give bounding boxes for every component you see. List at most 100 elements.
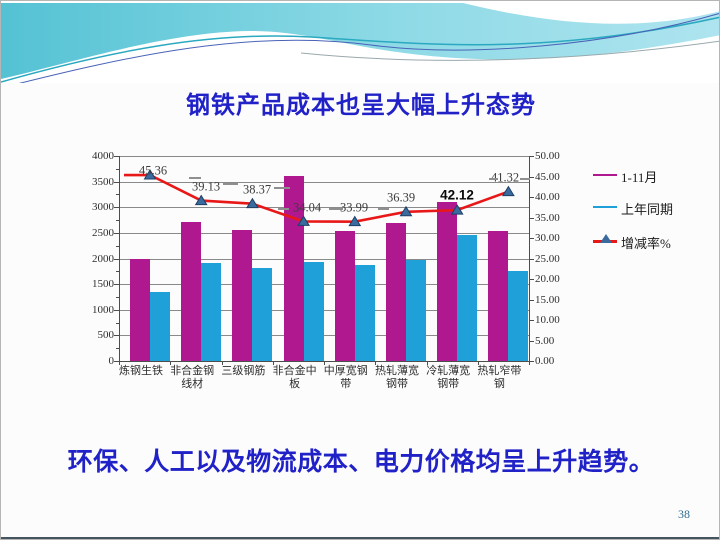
bar-current-period: [181, 222, 202, 361]
label-leader-dash: [489, 178, 498, 180]
bottom-caption: 环保、人工以及物流成本、电力价格均呈上升趋势。: [67, 448, 655, 476]
right-axis-tick-label: 10.00: [535, 314, 560, 326]
right-axis-tick: [529, 361, 534, 362]
right-axis-tick-label: 30.00: [535, 232, 560, 244]
right-axis-tick: [529, 238, 534, 239]
bar-current-period: [283, 175, 304, 361]
left-axis-tick: [114, 361, 119, 362]
triangle-marker: [502, 185, 515, 197]
left-axis-tick-label: 1500: [92, 278, 114, 291]
left-axis-tick: [114, 284, 119, 286]
left-axis-tick: [114, 309, 119, 311]
bar-previous-year: [406, 260, 426, 361]
right-axis-tick-label: 5.00: [535, 334, 555, 347]
right-axis-tick: [529, 176, 534, 178]
label-leader-dash: [189, 177, 201, 179]
right-axis-tick: [529, 258, 534, 260]
x-axis-tick: [324, 361, 325, 365]
bar-current-period: [386, 223, 406, 361]
left-axis-tick: [114, 232, 119, 234]
x-axis-tick: [529, 361, 530, 365]
left-axis-tick-label: 0: [108, 355, 115, 367]
bar-previous-year: [252, 268, 273, 361]
bar-current-period: [130, 258, 150, 361]
chart-gridline: [119, 232, 529, 234]
category-label: 中厚宽钢带: [323, 365, 368, 390]
x-axis-tick: [375, 361, 377, 365]
left-axis-tick-label: 2000: [92, 252, 114, 265]
label-leader-dash: [274, 187, 290, 189]
left-axis-tick: [116, 194, 119, 196]
chart-legend: 1-11月上年同期增减率%: [593, 161, 703, 261]
category-label: 炼钢生铁: [119, 365, 163, 377]
left-axis-tick-label: 3500: [92, 175, 114, 188]
left-axis-tick: [114, 335, 119, 337]
left-axis-tick-label: 2500: [92, 226, 114, 239]
left-axis-tick: [116, 322, 119, 324]
rate-data-label: 36.39: [386, 190, 416, 205]
label-leader-dash: [278, 208, 289, 210]
header-wave-decoration: [1, 1, 719, 83]
rate-data-label: 34.04: [292, 200, 322, 215]
bar-current-period: [334, 231, 355, 361]
right-axis-tick: [529, 299, 534, 301]
bar-previous-year: [201, 262, 222, 361]
category-label: 热轧窄带钢: [477, 365, 522, 390]
chart-gridline: [119, 284, 529, 286]
legend-label: 1-11月: [621, 170, 658, 185]
rate-line-series: [124, 169, 515, 227]
right-axis-tick-label: 50.00: [535, 150, 560, 162]
label-leader-dash: [223, 183, 238, 185]
bar-previous-year: [354, 265, 375, 361]
left-axis-tick: [116, 296, 119, 298]
chart-gridline: [119, 335, 529, 337]
cost-chart: 4000 3500 3000 2500 2000 1500 1000 500 0 50.00 45.…: [1, 131, 719, 411]
left-axis-line: [119, 156, 120, 361]
left-axis-tick: [116, 245, 119, 247]
bar-previous-year: [150, 291, 170, 361]
page-number: 38: [678, 507, 690, 521]
rate-data-label: 41.32: [490, 170, 520, 185]
x-axis-tick: [221, 361, 223, 365]
rate-data-label: 33.99: [339, 200, 369, 215]
right-axis-tick-label: 25.00: [535, 252, 560, 265]
bar-previous-year: [508, 270, 529, 361]
left-axis-tick-label: 4000: [92, 150, 114, 162]
left-axis-tick: [114, 207, 119, 209]
right-axis-tick: [529, 197, 534, 198]
left-axis-tick: [114, 258, 119, 260]
right-axis-tick-label: 0.00: [535, 355, 555, 367]
triangle-marker: [450, 204, 464, 215]
triangle-marker: [399, 205, 413, 217]
x-axis-tick: [170, 361, 172, 365]
bar-current-period: [488, 231, 509, 361]
x-axis-tick: [426, 361, 428, 365]
legend-label: 上年同期: [621, 202, 674, 217]
x-axis-tick: [477, 361, 479, 365]
x-axis-tick: [272, 361, 274, 365]
right-axis-tick: [529, 279, 534, 280]
triangle-marker: [246, 197, 259, 209]
bar-previous-year: [303, 262, 324, 361]
chart-gridline: [119, 181, 529, 183]
triangle-marker: [348, 215, 362, 227]
right-axis-tick-label: 15.00: [535, 293, 560, 306]
category-label: 热轧薄宽 钢带: [375, 365, 419, 390]
right-axis-tick-label: 45.00: [535, 170, 560, 183]
left-axis-tick-label: 1000: [92, 303, 114, 316]
bar-current-period: [437, 202, 458, 361]
chart-gridline: [119, 207, 529, 209]
triangle-marker: [194, 194, 208, 206]
left-axis-tick: [114, 181, 119, 183]
left-axis-tick: [116, 271, 119, 273]
right-axis-tick: [529, 217, 534, 219]
legend-label: 增减率%: [621, 236, 671, 251]
left-axis-tick-label: 500: [97, 329, 115, 342]
category-label: 三级钢筋: [221, 365, 266, 377]
right-axis-tick-label: 35.00: [535, 211, 560, 224]
chart-gridline: [119, 258, 529, 260]
legend-triangle-marker-icon: [600, 234, 612, 243]
legend-item: 增减率%: [593, 231, 703, 251]
rate-data-label: 45.36: [138, 163, 168, 178]
category-label: 非合金中板: [272, 365, 317, 390]
